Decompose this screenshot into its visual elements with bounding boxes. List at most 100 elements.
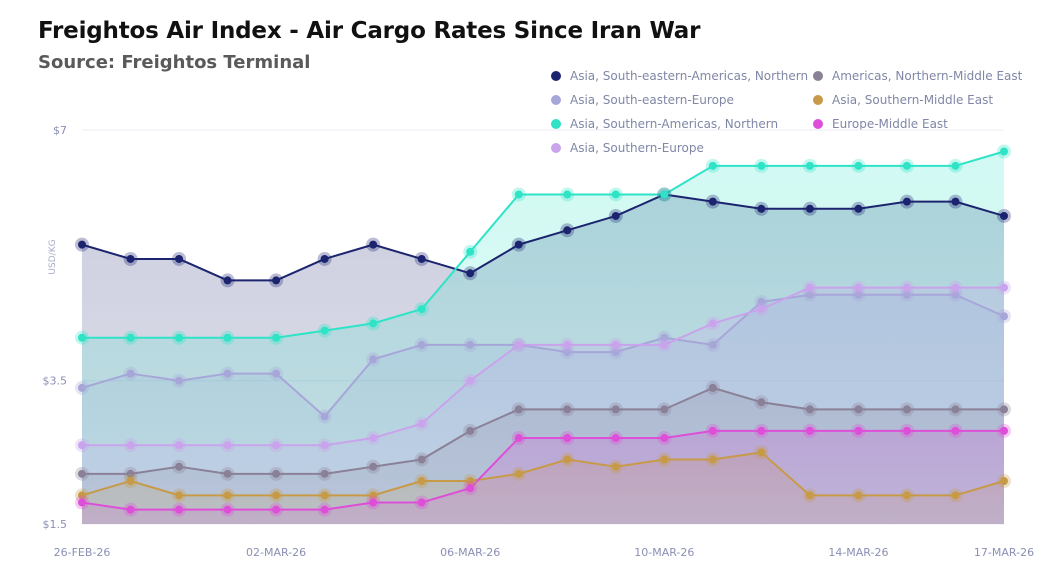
data-point[interactable] (369, 240, 378, 249)
data-point[interactable] (757, 398, 766, 407)
data-point[interactable] (708, 455, 717, 464)
data-point[interactable] (175, 376, 184, 385)
data-point[interactable] (78, 240, 86, 249)
data-point[interactable] (175, 333, 184, 342)
data-point[interactable] (854, 426, 863, 435)
data-point[interactable] (223, 469, 232, 478)
data-point[interactable] (660, 190, 669, 199)
series-line[interactable] (81, 193, 1005, 282)
data-point[interactable] (78, 498, 86, 507)
data-point[interactable] (854, 290, 863, 299)
series-line[interactable] (81, 451, 1005, 497)
data-point[interactable] (126, 333, 135, 342)
data-point[interactable] (126, 254, 135, 263)
data-point[interactable] (708, 426, 717, 435)
data-point[interactable] (514, 405, 523, 414)
data-point[interactable] (805, 426, 814, 435)
data-point[interactable] (951, 283, 960, 292)
data-point[interactable] (417, 419, 426, 428)
data-point[interactable] (466, 477, 475, 486)
data-point[interactable] (272, 369, 281, 378)
data-point[interactable] (757, 426, 766, 435)
data-point[interactable] (78, 491, 86, 500)
data-point[interactable] (805, 405, 814, 414)
data-point[interactable] (660, 340, 669, 349)
data-point[interactable] (757, 448, 766, 457)
data-point[interactable] (514, 240, 523, 249)
data-point[interactable] (902, 426, 911, 435)
data-point[interactable] (320, 505, 329, 514)
data-point[interactable] (563, 340, 572, 349)
data-point[interactable] (514, 190, 523, 199)
data-point[interactable] (223, 441, 232, 450)
data-point[interactable] (369, 355, 378, 364)
data-point[interactable] (175, 505, 184, 514)
data-point[interactable] (1000, 147, 1008, 156)
data-point[interactable] (611, 348, 620, 357)
data-point[interactable] (126, 477, 135, 486)
data-point[interactable] (563, 434, 572, 443)
data-point[interactable] (611, 405, 620, 414)
data-point[interactable] (514, 469, 523, 478)
data-point[interactable] (320, 469, 329, 478)
data-point[interactable] (223, 333, 232, 342)
data-point[interactable] (126, 369, 135, 378)
data-point[interactable] (175, 254, 184, 263)
data-point[interactable] (223, 491, 232, 500)
data-point[interactable] (369, 498, 378, 507)
data-point[interactable] (320, 441, 329, 450)
legend-item[interactable]: Asia, Southern-Americas, Northern (551, 117, 778, 131)
data-point[interactable] (1000, 312, 1008, 321)
data-point[interactable] (514, 434, 523, 443)
data-point[interactable] (417, 305, 426, 314)
data-point[interactable] (805, 161, 814, 170)
data-point[interactable] (78, 383, 86, 392)
data-point[interactable] (417, 455, 426, 464)
data-point[interactable] (660, 333, 669, 342)
data-point[interactable] (369, 491, 378, 500)
data-point[interactable] (805, 204, 814, 213)
data-point[interactable] (902, 290, 911, 299)
data-point[interactable] (272, 441, 281, 450)
data-point[interactable] (708, 383, 717, 392)
data-point[interactable] (708, 161, 717, 170)
data-point[interactable] (1000, 211, 1008, 220)
data-point[interactable] (126, 469, 135, 478)
data-point[interactable] (708, 197, 717, 206)
data-point[interactable] (320, 326, 329, 335)
data-point[interactable] (757, 305, 766, 314)
data-point[interactable] (175, 441, 184, 450)
data-point[interactable] (272, 469, 281, 478)
data-point[interactable] (611, 462, 620, 471)
data-point[interactable] (272, 491, 281, 500)
data-point[interactable] (660, 405, 669, 414)
data-point[interactable] (417, 477, 426, 486)
data-point[interactable] (951, 426, 960, 435)
data-point[interactable] (78, 333, 86, 342)
data-point[interactable] (805, 283, 814, 292)
data-point[interactable] (466, 340, 475, 349)
data-point[interactable] (223, 505, 232, 514)
data-point[interactable] (126, 441, 135, 450)
data-point[interactable] (514, 340, 523, 349)
data-point[interactable] (563, 348, 572, 357)
data-point[interactable] (466, 426, 475, 435)
data-point[interactable] (563, 405, 572, 414)
data-point[interactable] (272, 333, 281, 342)
legend-item[interactable]: Asia, South-eastern-Americas, Northern (551, 69, 808, 83)
data-point[interactable] (757, 204, 766, 213)
data-point[interactable] (223, 276, 232, 285)
data-point[interactable] (902, 491, 911, 500)
series-line[interactable] (82, 150, 1005, 339)
data-point[interactable] (854, 161, 863, 170)
data-point[interactable] (1000, 405, 1008, 414)
data-point[interactable] (951, 197, 960, 206)
data-point[interactable] (708, 319, 717, 328)
data-point[interactable] (757, 297, 766, 306)
data-point[interactable] (563, 455, 572, 464)
data-point[interactable] (854, 283, 863, 292)
data-point[interactable] (272, 276, 281, 285)
data-point[interactable] (320, 254, 329, 263)
data-point[interactable] (466, 269, 475, 278)
data-point[interactable] (369, 462, 378, 471)
